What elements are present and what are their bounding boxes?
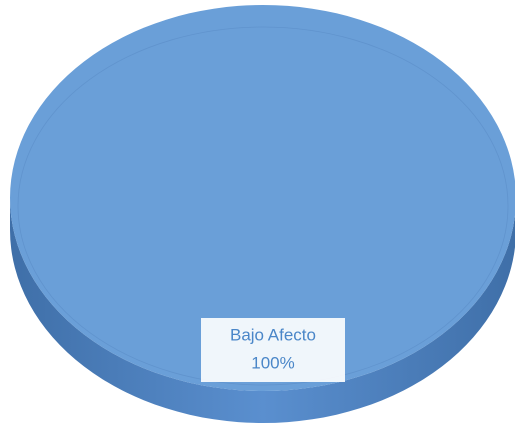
label-box	[201, 318, 345, 382]
label-value: 100%	[251, 353, 294, 372]
slice-side	[10, 198, 515, 423]
pie	[10, 5, 515, 423]
labels: Bajo Afecto 100%	[201, 318, 345, 382]
label-category: Bajo Afecto	[230, 325, 316, 344]
slice	[10, 5, 515, 391]
slice-highlight	[17, 26, 509, 386]
